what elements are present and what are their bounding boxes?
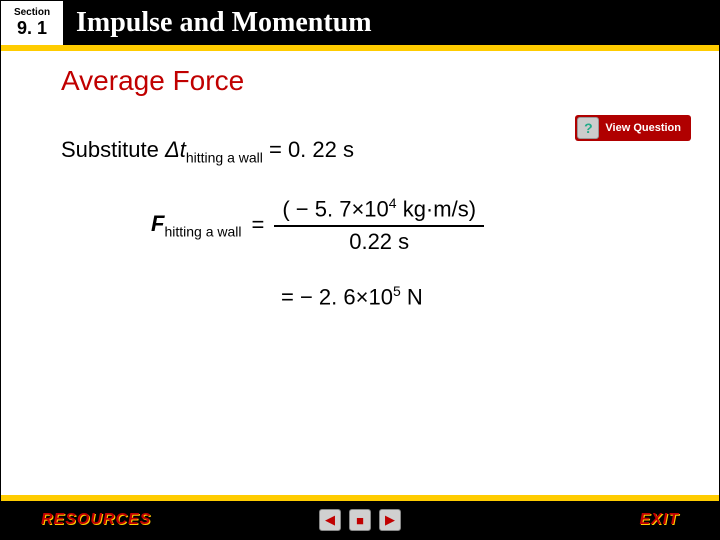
home-button[interactable]: ■ <box>349 509 371 531</box>
numerator: ( − 5. 7×104 kg·m/s) <box>274 195 484 226</box>
numerator-suffix: kg·m/s) <box>397 197 476 222</box>
substitute-line: Substitute Δthitting a wall = 0. 22 s <box>61 137 659 165</box>
section-box: Section 9. 1 <box>1 1 64 45</box>
view-question-label: View Question <box>605 122 681 134</box>
result-suffix: N <box>401 284 423 309</box>
subtitle: Average Force <box>61 65 719 97</box>
page-title: Impulse and Momentum <box>76 7 372 39</box>
force-symbol: F <box>151 211 164 236</box>
view-question-button[interactable]: ? View Question <box>575 115 691 141</box>
formula-block: Fhitting a wall = ( − 5. 7×104 kg·m/s) 0… <box>151 195 659 254</box>
next-button[interactable]: ▶ <box>379 509 401 531</box>
numerator-prefix: ( − 5. 7×10 <box>282 197 388 222</box>
prev-button[interactable]: ◀ <box>319 509 341 531</box>
substitute-prefix: Substitute <box>61 137 165 162</box>
fraction: ( − 5. 7×104 kg·m/s) 0.22 s <box>274 195 484 254</box>
footer-bar: RESOURCES ◀ ■ ▶ EXIT <box>1 501 719 539</box>
nav-buttons: ◀ ■ ▶ <box>319 509 401 531</box>
footer: RESOURCES ◀ ■ ▶ EXIT <box>1 495 719 539</box>
denominator: 0.22 s <box>349 227 409 255</box>
result-exponent: 5 <box>393 283 401 299</box>
force-subscript: hitting a wall <box>164 223 241 239</box>
delta-symbol: Δt <box>165 137 186 162</box>
section-label: Section <box>14 7 50 18</box>
header: Section 9. 1 Impulse and Momentum <box>1 1 719 45</box>
result-line: = − 2. 6×105 N <box>281 283 659 310</box>
slide: Section 9. 1 Impulse and Momentum Averag… <box>0 0 720 540</box>
force-lhs: Fhitting a wall <box>151 211 242 239</box>
yellow-bar <box>1 45 719 51</box>
resources-button[interactable]: RESOURCES <box>41 511 151 529</box>
result-prefix: = − 2. 6×10 <box>281 284 393 309</box>
exit-button[interactable]: EXIT <box>639 511 679 529</box>
numerator-exponent: 4 <box>389 195 397 211</box>
question-icon: ? <box>577 117 599 139</box>
substitute-value: = 0. 22 s <box>263 137 354 162</box>
delta-subscript: hitting a wall <box>186 149 263 165</box>
equals-sign: = <box>252 212 265 238</box>
section-number: 9. 1 <box>17 18 47 39</box>
